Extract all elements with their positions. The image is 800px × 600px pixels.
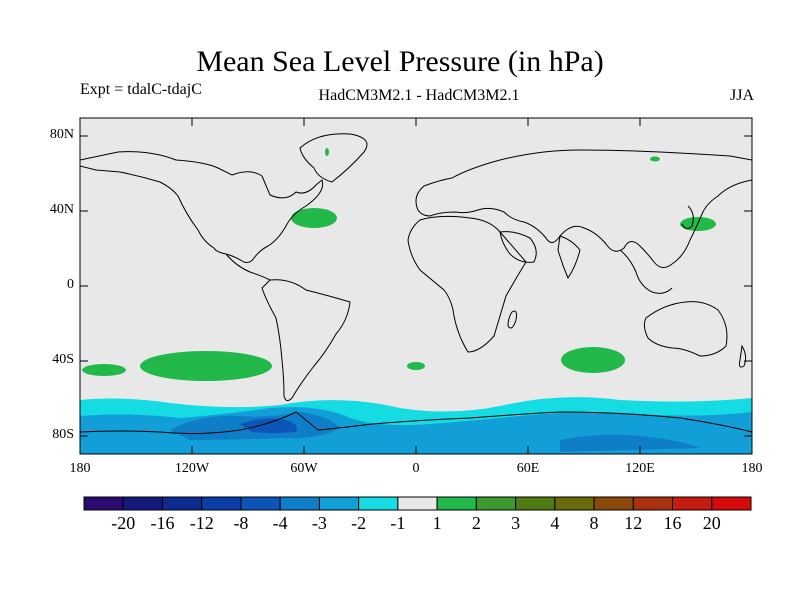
green-blob-southatlantic	[407, 362, 425, 370]
colorbar-label: -20	[111, 513, 136, 533]
lon-label-0: 0	[412, 461, 420, 476]
lat-label-40s: 40S	[52, 352, 74, 367]
coast-south-america	[261, 279, 351, 402]
colorbar-label: 16	[663, 513, 682, 533]
colorbar-box	[632, 496, 674, 511]
colorbar-box	[711, 496, 752, 511]
colorbar-box	[201, 496, 242, 511]
coast-europe-asia	[415, 149, 752, 268]
coast-india	[557, 235, 581, 280]
coast-greenland	[299, 133, 368, 183]
colorbar-box	[240, 496, 281, 511]
coast-antarctica	[80, 411, 752, 435]
lat-label-40n: 40N	[49, 202, 74, 217]
lon-label-120e: 120E	[625, 461, 655, 476]
colorbar-label: -1	[390, 513, 406, 533]
mid-blue-patch-east	[560, 434, 700, 452]
colorbar-box	[358, 496, 399, 511]
dark-blue-patch	[240, 418, 297, 433]
colorbar-box	[554, 496, 595, 511]
colorbar-label: -4	[272, 513, 288, 533]
coast-arabia	[499, 231, 537, 263]
colorbar-box	[279, 496, 320, 511]
lat-label-80s: 80S	[52, 427, 74, 442]
lat-label-0: 0	[67, 277, 74, 292]
colorbar-box	[436, 496, 477, 511]
experiment-label: Expt = tdalC-tdajC	[80, 81, 202, 98]
colorbar	[83, 496, 752, 511]
lon-label-120w: 120W	[174, 461, 210, 476]
map-field	[80, 118, 752, 454]
coast-north-america	[80, 151, 324, 263]
lat-ticks	[80, 135, 752, 437]
colorbar-label: -16	[150, 513, 175, 533]
lon-label-180w: 180	[69, 461, 91, 476]
colorbar-label: -8	[233, 513, 249, 533]
green-blob-atlantic	[291, 208, 337, 228]
colorbar-box	[515, 496, 556, 511]
lon-ticks	[191, 118, 641, 454]
lat-label-80n: 80N	[49, 127, 74, 142]
season-label: JJA	[729, 87, 754, 104]
plot-title: Mean Sea Level Pressure (in hPa)	[196, 45, 604, 78]
colorbar-box	[318, 496, 360, 511]
colorbar-box	[83, 496, 124, 511]
coast-australia	[643, 301, 728, 357]
coast-africa	[407, 215, 527, 353]
coast-japan	[681, 205, 694, 230]
colorbar-label: 4	[550, 513, 560, 533]
colorbar-label: 3	[511, 513, 521, 533]
green-blob-siberia	[650, 156, 660, 162]
green-blob-southpacific	[140, 351, 272, 381]
colorbar-box	[161, 496, 203, 511]
lon-label-60e: 60E	[516, 461, 540, 476]
colorbar-label: 1	[432, 513, 442, 533]
colorbar-box	[397, 496, 438, 511]
colorbar-label: 8	[589, 513, 599, 533]
green-blob-indian	[561, 347, 625, 373]
colorbar-box	[122, 496, 163, 511]
coast-central-america	[225, 253, 271, 281]
map-background	[80, 118, 752, 454]
green-blob-greenland	[325, 148, 329, 156]
coastlines	[80, 133, 752, 435]
colorbar-box	[593, 496, 634, 511]
colorbar-label: 12	[624, 513, 643, 533]
colorbar-box	[475, 496, 517, 511]
coast-madagascar	[507, 310, 517, 329]
colorbar-label: -12	[189, 513, 214, 533]
colorbar-box	[672, 496, 713, 511]
colorbar-label: -3	[311, 513, 327, 533]
colorbar-label: 2	[471, 513, 481, 533]
lon-label-60w: 60W	[290, 461, 318, 476]
lon-label-180e: 180	[741, 461, 763, 476]
colorbar-label: -2	[351, 513, 367, 533]
colorbar-label: 20	[702, 513, 721, 533]
green-blob-southpacific-west	[82, 364, 126, 376]
coast-new-zealand	[739, 344, 747, 368]
model-label: HadCM3M2.1 - HadCM3M2.1	[318, 87, 520, 104]
coast-southeast-asia	[619, 249, 673, 294]
